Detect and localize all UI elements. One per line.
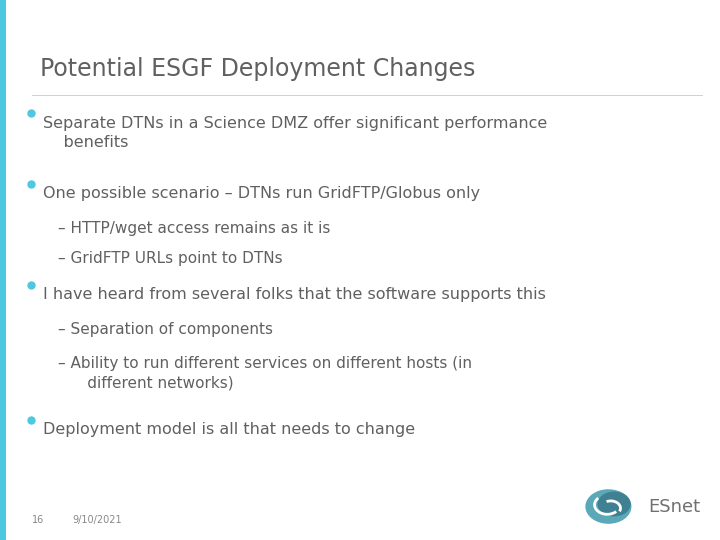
Circle shape — [585, 489, 631, 524]
Text: – Ability to run different services on different hosts (in
      different netwo: – Ability to run different services on d… — [58, 356, 472, 390]
Text: Deployment model is all that needs to change: Deployment model is all that needs to ch… — [43, 422, 415, 437]
Text: Potential ESGF Deployment Changes: Potential ESGF Deployment Changes — [40, 57, 475, 80]
Text: One possible scenario – DTNs run GridFTP/Globus only: One possible scenario – DTNs run GridFTP… — [43, 186, 480, 201]
Text: 9/10/2021: 9/10/2021 — [72, 515, 122, 525]
Text: ESnet: ESnet — [648, 497, 700, 516]
Text: – HTTP/wget access remains as it is: – HTTP/wget access remains as it is — [58, 221, 330, 237]
Circle shape — [598, 491, 631, 516]
Text: 16: 16 — [32, 515, 45, 525]
Text: Separate DTNs in a Science DMZ offer significant performance
    benefits: Separate DTNs in a Science DMZ offer sig… — [43, 116, 547, 150]
Text: – Separation of components: – Separation of components — [58, 322, 273, 338]
Text: I have heard from several folks that the software supports this: I have heard from several folks that the… — [43, 287, 546, 302]
Text: – GridFTP URLs point to DTNs: – GridFTP URLs point to DTNs — [58, 251, 282, 266]
